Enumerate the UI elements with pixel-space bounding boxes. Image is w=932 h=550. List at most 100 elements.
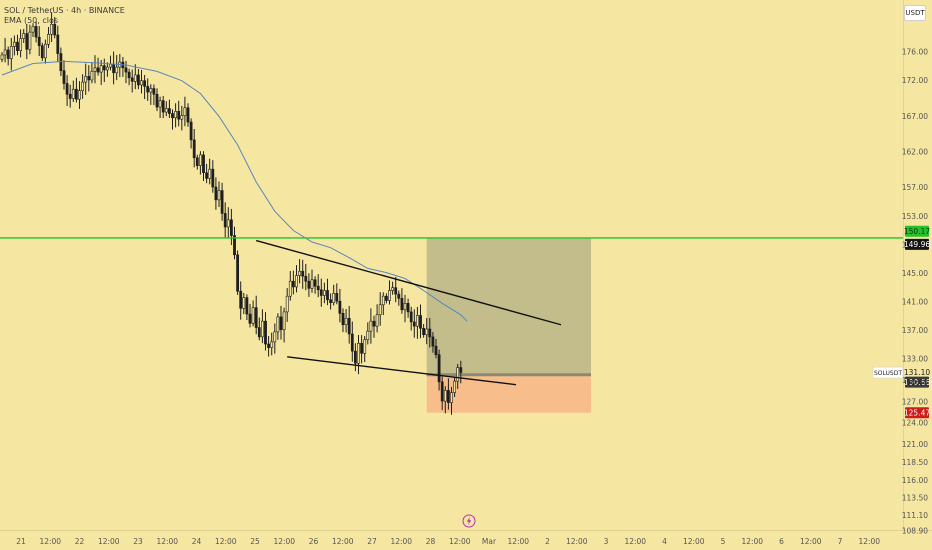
candle-body[interactable] <box>158 100 162 108</box>
candle-body[interactable] <box>372 320 376 327</box>
candle-body[interactable] <box>425 328 429 336</box>
currency-badge[interactable]: USDT <box>904 5 926 21</box>
candle-body[interactable] <box>301 270 305 277</box>
candle-body[interactable] <box>25 33 29 50</box>
candle-body[interactable] <box>22 33 26 39</box>
candle-body[interactable] <box>161 100 165 113</box>
candle-body[interactable] <box>96 67 100 73</box>
candle-body[interactable] <box>313 279 317 287</box>
candle-body[interactable] <box>202 154 205 174</box>
candle-body[interactable] <box>130 77 134 82</box>
candle-body[interactable] <box>307 280 311 289</box>
candle-body[interactable] <box>149 88 153 93</box>
candle-body[interactable] <box>177 111 181 120</box>
candle-body[interactable] <box>146 86 150 93</box>
candle-body[interactable] <box>456 367 460 382</box>
candle-body[interactable] <box>245 297 249 315</box>
candle-body[interactable] <box>40 45 44 59</box>
candle-body[interactable] <box>53 23 57 36</box>
candle-body[interactable] <box>291 280 295 288</box>
candle-body[interactable] <box>205 172 209 179</box>
candle-body[interactable] <box>391 287 395 291</box>
candle-body[interactable] <box>400 298 404 311</box>
candle-body[interactable] <box>285 295 289 313</box>
candle-body[interactable] <box>344 318 348 326</box>
candle-body[interactable] <box>434 345 438 356</box>
candle-body[interactable] <box>6 49 10 59</box>
candle-body[interactable] <box>9 46 13 59</box>
candle-body[interactable] <box>440 381 444 402</box>
candle-body[interactable] <box>109 63 112 68</box>
candle-body[interactable] <box>71 88 75 99</box>
candle-body[interactable] <box>62 70 66 84</box>
candle-body[interactable] <box>106 66 109 71</box>
candle-body[interactable] <box>419 315 422 329</box>
candle-body[interactable] <box>90 71 94 81</box>
candle-body[interactable] <box>403 303 407 311</box>
candle-body[interactable] <box>230 219 233 236</box>
candle-body[interactable] <box>412 321 416 327</box>
candle-body[interactable] <box>223 213 227 228</box>
candle-body[interactable] <box>226 219 230 228</box>
candle-body[interactable] <box>316 285 320 291</box>
candle-body[interactable] <box>137 74 140 86</box>
candle-body[interactable] <box>338 300 342 314</box>
candle-body[interactable] <box>384 295 388 301</box>
candle-body[interactable] <box>0 54 4 60</box>
candle-body[interactable] <box>369 320 373 332</box>
candle-body[interactable] <box>298 270 302 276</box>
candle-body[interactable] <box>322 290 326 296</box>
candle-body[interactable] <box>174 111 178 119</box>
candle-body[interactable] <box>279 316 283 331</box>
upper-trendline[interactable] <box>256 239 562 326</box>
candle-body[interactable] <box>3 49 7 56</box>
entry-price-tag[interactable]: 130.66 <box>904 378 930 387</box>
candle-body[interactable] <box>431 336 435 347</box>
candle-body[interactable] <box>350 333 354 352</box>
candle-body[interactable] <box>257 327 261 338</box>
candle-body[interactable] <box>375 314 379 327</box>
candle-body[interactable] <box>124 67 128 73</box>
candle-body[interactable] <box>329 299 333 303</box>
candle-body[interactable] <box>37 36 41 46</box>
candle-body[interactable] <box>102 65 106 71</box>
candle-body[interactable] <box>422 328 426 336</box>
candle-body[interactable] <box>360 343 364 354</box>
candle-body[interactable] <box>19 38 23 51</box>
candle-body[interactable] <box>133 74 137 82</box>
candle-body[interactable] <box>199 154 202 166</box>
candle-body[interactable] <box>273 331 277 343</box>
candle-body[interactable] <box>140 80 143 86</box>
candle-body[interactable] <box>267 343 271 348</box>
candle-body[interactable] <box>99 65 103 73</box>
candle-body[interactable] <box>242 297 246 309</box>
candle-body[interactable] <box>248 313 252 324</box>
candle-body[interactable] <box>381 295 385 306</box>
ema-line[interactable] <box>1 60 468 322</box>
candle-body[interactable] <box>186 107 190 123</box>
candle-body[interactable] <box>335 293 339 302</box>
candle-body[interactable] <box>295 275 298 288</box>
candle-body[interactable] <box>143 80 147 87</box>
candle-body[interactable] <box>217 190 221 201</box>
ema-indicator-label[interactable]: EMA (50, clos <box>4 16 59 25</box>
candle-body[interactable] <box>93 67 97 72</box>
candle-body[interactable] <box>28 31 32 50</box>
candle-body[interactable] <box>450 392 453 403</box>
candle-body[interactable] <box>214 186 218 201</box>
candle-body[interactable] <box>16 41 19 51</box>
symbol-title[interactable]: SOL / TetherUS · 4h · BINANCE <box>4 6 125 15</box>
lower-trendline[interactable] <box>287 356 517 386</box>
candle-body[interactable] <box>406 303 410 313</box>
last-price-label[interactable]: 131.10 <box>904 368 930 377</box>
candle-body[interactable] <box>251 307 255 324</box>
candle-body[interactable] <box>84 76 88 83</box>
candle-body[interactable] <box>31 26 35 33</box>
stop-price-tag[interactable]: 125.47 <box>904 409 930 418</box>
candle-body[interactable] <box>68 93 72 99</box>
candle-body[interactable] <box>397 293 401 299</box>
candle-body[interactable] <box>180 115 184 120</box>
candle-body[interactable] <box>112 63 116 74</box>
candle-body[interactable] <box>332 293 336 303</box>
